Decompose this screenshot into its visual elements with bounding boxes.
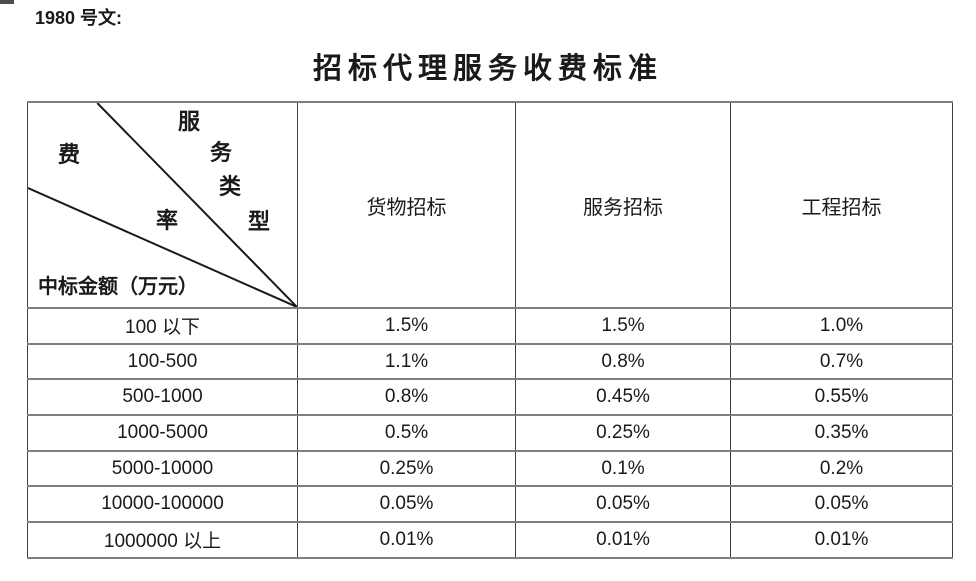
table-row: 1000-5000 0.5% 0.25% 0.35% <box>27 414 953 452</box>
column-header-services: 服务招标 <box>515 101 731 309</box>
rate-cell: 0.7% <box>730 342 953 381</box>
rate-cell: 0.25% <box>297 449 516 488</box>
rate-cell: 1.5% <box>297 307 516 345</box>
header-row: 服 务 类 型 费 率 中标金额（万元） 货物招标 服务招标 工程招标 <box>27 101 953 309</box>
amount-range-cell: 5000-10000 <box>27 449 298 488</box>
table-row: 10000-100000 0.05% 0.05% 0.05% <box>27 485 953 524</box>
amount-range-cell: 10000-100000 <box>27 485 298 524</box>
service-type-char-1: 服 <box>178 109 201 134</box>
page-edge-artifact <box>0 0 14 4</box>
amount-range-cell: 1000-5000 <box>27 414 298 452</box>
corner-header-cell: 服 务 类 型 费 率 中标金额（万元） <box>27 101 298 309</box>
service-type-char-2: 务 <box>210 140 233 165</box>
service-type-char-4: 型 <box>248 209 271 234</box>
table-row: 100-500 1.1% 0.8% 0.7% <box>27 342 953 381</box>
rate-cell: 1.1% <box>297 342 516 381</box>
rate-cell: 0.5% <box>297 414 516 452</box>
rate-cell: 0.1% <box>515 449 731 488</box>
diagonal-divider-lines <box>28 103 297 307</box>
table-row: 1000000 以上 0.01% 0.01% 0.01% <box>27 521 953 559</box>
column-header-goods: 货物招标 <box>297 101 516 309</box>
rate-cell: 0.05% <box>730 485 953 524</box>
rate-cell: 0.01% <box>515 521 731 559</box>
column-header-engineering: 工程招标 <box>730 101 953 309</box>
fee-rate-char-2: 率 <box>156 208 179 233</box>
fee-standard-table: 服 务 类 型 费 率 中标金额（万元） 货物招标 服务招标 工程招标 100 … <box>27 101 953 559</box>
page-title: 招标代理服务收费标准 <box>312 53 663 85</box>
rate-cell: 1.5% <box>515 307 731 345</box>
rate-cell: 0.05% <box>515 485 731 524</box>
rate-cell: 0.2% <box>730 449 953 488</box>
rate-cell: 0.8% <box>515 342 731 381</box>
rate-cell: 0.01% <box>730 521 953 559</box>
amount-range-cell: 100-500 <box>27 342 298 381</box>
rate-cell: 0.35% <box>730 414 953 452</box>
rate-cell: 0.55% <box>730 378 953 417</box>
service-type-char-3: 类 <box>219 174 242 199</box>
rate-cell: 0.05% <box>297 485 516 524</box>
rate-cell: 1.0% <box>730 307 953 345</box>
amount-range-cell: 1000000 以上 <box>27 521 298 559</box>
table-row: 5000-10000 0.25% 0.1% 0.2% <box>27 449 953 488</box>
fee-rate-char-1: 费 <box>58 142 81 167</box>
rate-cell: 0.25% <box>515 414 731 452</box>
rate-cell: 0.01% <box>297 521 516 559</box>
table-row: 100 以下 1.5% 1.5% 1.0% <box>27 307 953 345</box>
amount-range-cell: 100 以下 <box>27 307 298 345</box>
amount-range-cell: 500-1000 <box>27 378 298 417</box>
rate-cell: 0.8% <box>297 378 516 417</box>
rate-cell: 0.45% <box>515 378 731 417</box>
amount-axis-label: 中标金额（万元） <box>38 276 198 298</box>
doc-number: 1980 号文: <box>35 8 123 28</box>
table-row: 500-1000 0.8% 0.45% 0.55% <box>27 378 953 417</box>
